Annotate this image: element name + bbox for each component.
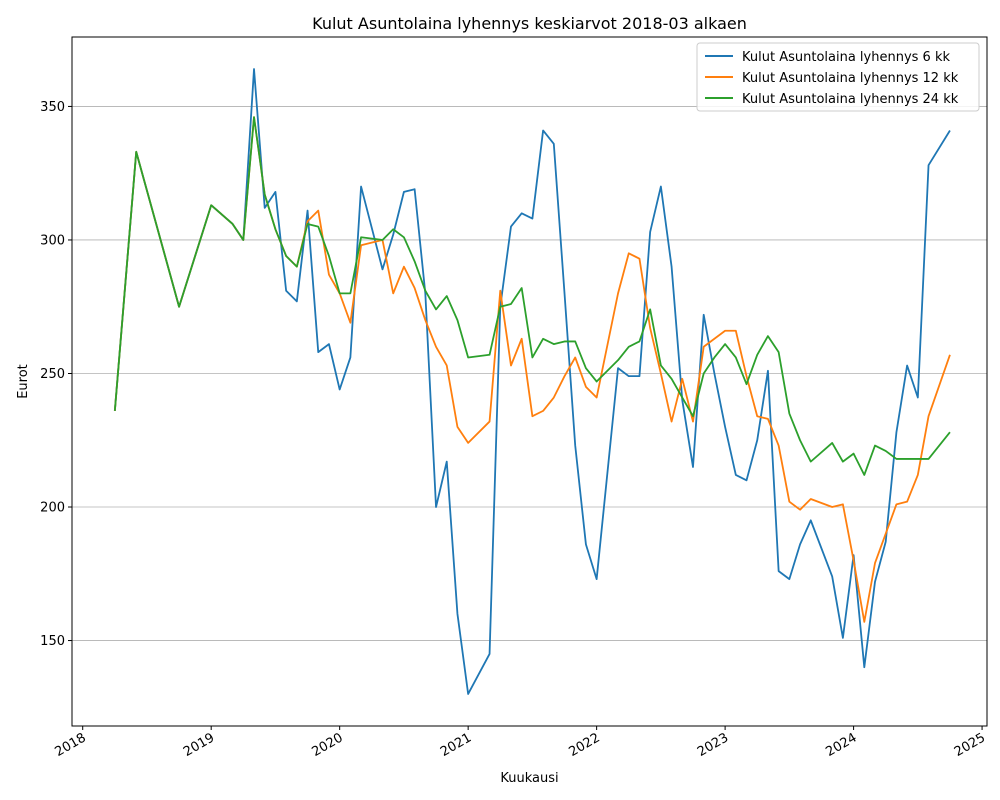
y-tick-label: 300 [40, 233, 65, 248]
y-tick-label: 350 [40, 100, 65, 115]
plot-area-frame [71, 36, 988, 727]
y-tick-label: 200 [40, 501, 65, 516]
y-axis-title: Eurot [16, 364, 31, 399]
legend-label-24kk: Kulut Asuntolaina lyhennys 24 kk [742, 92, 959, 107]
series-lines [113, 68, 951, 695]
y-axis: 150 200 250 300 350 [40, 100, 72, 649]
chart-title: Kulut Asuntolaina lyhennys keskiarvot 20… [312, 14, 747, 33]
x-axis-title: Kuukausi [500, 771, 558, 786]
legend: Kulut Asuntolaina lyhennys 6 kk Kulut As… [696, 42, 980, 112]
legend-box [696, 42, 980, 112]
series-line-0 [113, 68, 951, 695]
series-line-1 [113, 116, 951, 623]
y-tick-label: 150 [40, 634, 65, 649]
legend-label-12kk: Kulut Asuntolaina lyhennys 12 kk [742, 71, 959, 86]
legend-label-6kk: Kulut Asuntolaina lyhennys 6 kk [742, 50, 950, 65]
series-line-2 [113, 116, 951, 476]
y-tick-label: 250 [40, 367, 65, 382]
